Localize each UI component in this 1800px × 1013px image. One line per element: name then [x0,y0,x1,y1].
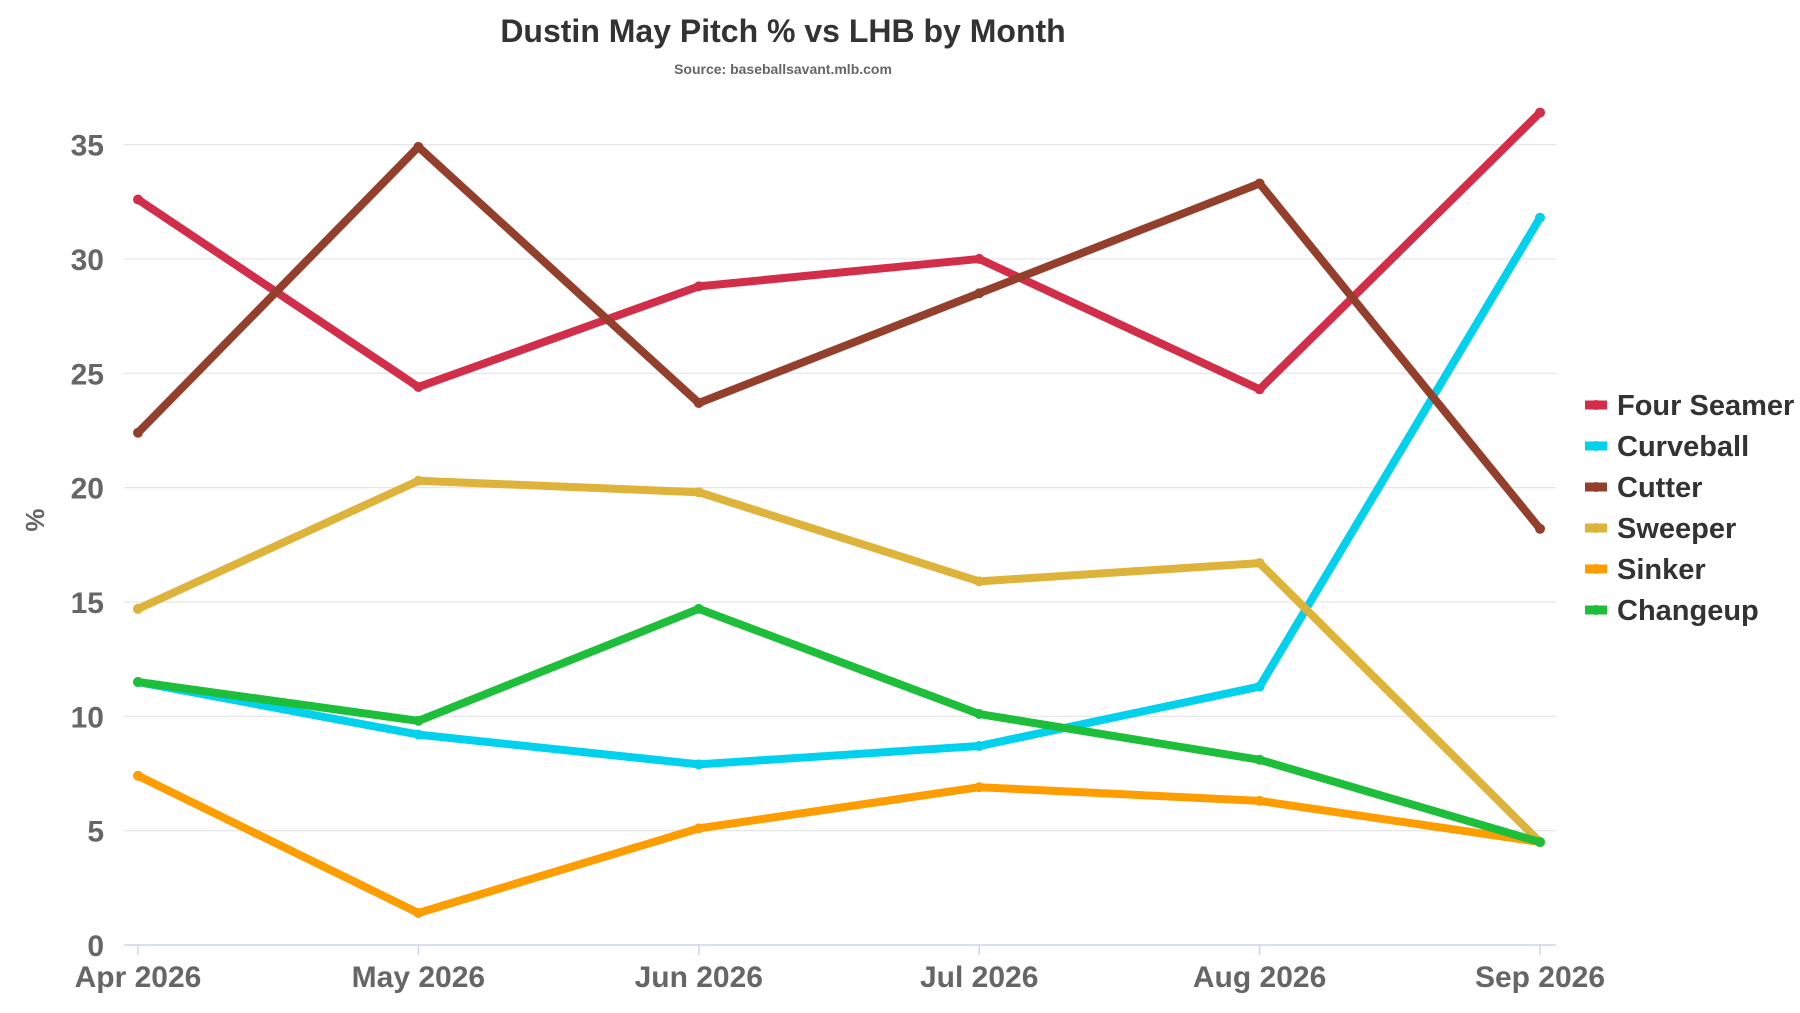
y-tick-label: 30 [71,244,104,277]
data-point[interactable] [1535,212,1545,223]
data-point[interactable] [974,709,985,720]
x-tick-label: Aug 2026 [1193,961,1326,994]
data-point[interactable] [1254,754,1265,765]
legend-marker [1591,441,1601,451]
data-point[interactable] [413,141,424,152]
data-point[interactable] [974,288,985,299]
data-point[interactable] [974,741,985,752]
data-point[interactable] [1535,837,1545,848]
series-four-seamer[interactable] [133,107,1545,395]
data-point[interactable] [1254,558,1265,569]
series-line[interactable] [134,604,1544,847]
legend-marker [1591,523,1601,533]
gridlines [124,143,1556,832]
data-point[interactable] [133,603,143,614]
y-axis-label: % [20,508,50,531]
data-point[interactable] [1254,178,1265,189]
series-changeup[interactable] [133,603,1545,848]
x-tick-label: Apr 2026 [75,961,202,994]
legend-label: Changeup [1617,595,1759,627]
y-tick-label: 20 [71,473,104,506]
x-tick-label: Jun 2026 [635,961,763,994]
data-point[interactable] [133,770,143,781]
legend[interactable]: Four Seamer Curveball Cutter Sweeper Sinker C… [1585,390,1794,627]
data-point[interactable] [413,382,424,392]
data-point[interactable] [1535,523,1545,534]
series-line[interactable] [134,142,1544,533]
data-point[interactable] [413,729,424,740]
y-tick-label: 5 [87,816,104,849]
x-tick-label: May 2026 [352,961,485,994]
series-lines [133,107,1545,918]
legend-item[interactable]: Sweeper [1585,513,1736,545]
legend-item[interactable]: Four Seamer [1585,390,1794,422]
y-tick-label: 0 [87,930,104,963]
series-curveball[interactable] [133,212,1545,770]
chart-title: Dustin May Pitch % vs LHB by Month [500,13,1065,49]
data-point[interactable] [1535,107,1545,118]
series-sinker[interactable] [133,770,1545,918]
data-point[interactable] [133,427,143,438]
data-point[interactable] [1254,384,1265,395]
data-point[interactable] [974,576,985,587]
legend-label: Sinker [1617,554,1706,586]
series-line[interactable] [134,213,1544,769]
data-point[interactable] [413,715,424,726]
x-tick-label: Sep 2026 [1475,961,1605,994]
legend-item[interactable]: Curveball [1585,431,1749,463]
legend-item[interactable]: Changeup [1585,595,1759,627]
data-point[interactable] [693,759,704,770]
data-point[interactable] [693,487,704,498]
data-point[interactable] [1254,795,1265,806]
data-point[interactable] [1254,681,1265,692]
data-point[interactable] [974,253,985,264]
chart-subtitle: Source: baseballsavant.mlb.com [674,61,892,77]
series-line[interactable] [134,108,1544,394]
series-line[interactable] [134,771,1544,917]
y-tick-label: 35 [71,130,104,163]
legend-item[interactable]: Cutter [1585,472,1702,504]
legend-marker [1591,400,1601,410]
y-tick-label: 25 [71,358,104,391]
x-tick-label: Jul 2026 [920,961,1038,994]
data-point[interactable] [413,475,424,486]
y-tick-label: 10 [71,701,104,734]
series-line[interactable] [134,476,1544,847]
data-point[interactable] [693,823,704,834]
legend-label: Cutter [1617,472,1702,504]
axes: 0 5 10 15 20 25 30 35 Apr 2026 May 2026 Jun 2026 Ju… [71,130,1605,994]
data-point[interactable] [974,782,985,793]
series-cutter[interactable] [133,141,1545,534]
y-tick-label: 15 [71,587,104,620]
legend-marker [1591,605,1601,615]
legend-label: Sweeper [1617,513,1736,545]
data-point[interactable] [413,907,424,918]
legend-label: Four Seamer [1617,390,1794,422]
legend-label: Curveball [1617,431,1749,463]
data-point[interactable] [133,677,143,688]
data-point[interactable] [693,603,704,614]
legend-item[interactable]: Sinker [1585,554,1706,586]
data-point[interactable] [693,398,704,409]
data-point[interactable] [693,281,704,292]
data-point[interactable] [133,194,143,205]
legend-marker [1591,564,1601,574]
legend-marker [1591,482,1601,492]
